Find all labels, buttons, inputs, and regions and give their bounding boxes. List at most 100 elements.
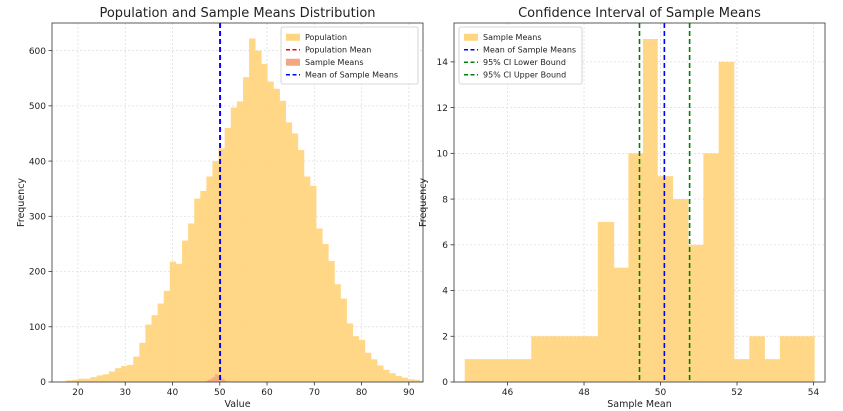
histogram-bar	[795, 336, 811, 382]
histogram-bar	[672, 199, 689, 382]
histogram-bar	[175, 263, 183, 382]
series-sample-means	[205, 374, 230, 382]
histogram-bar	[531, 336, 554, 382]
histogram-bar	[267, 81, 274, 382]
x-axis-label: Sample Mean	[607, 399, 672, 410]
x-tick-label: 50	[655, 388, 667, 398]
histogram-bar	[464, 359, 488, 382]
histogram-bar	[575, 336, 599, 382]
histogram-bar	[72, 379, 79, 382]
histogram-bar	[597, 221, 615, 382]
histogram-bar	[169, 261, 177, 382]
y-tick-label: 6	[442, 241, 448, 251]
legend-swatch-sample-means	[286, 58, 300, 66]
histogram-bar	[334, 284, 341, 382]
histogram-bar	[316, 228, 323, 382]
legend-label-sample-means: Sample Means	[305, 58, 364, 67]
y-tick-label: 300	[29, 213, 46, 223]
histogram-bar	[642, 39, 658, 382]
y-tick-label: 4	[442, 287, 448, 297]
histogram-bar	[219, 377, 223, 382]
histogram-bar	[426, 381, 432, 382]
legend: Sample Means Mean of Sample Means 95% CI L…	[458, 26, 583, 85]
histogram-bar	[371, 359, 378, 382]
histogram-bar	[133, 356, 140, 382]
y-tick-label: 400	[29, 157, 46, 167]
histogram-bar	[121, 365, 128, 382]
y-tick-label: 2	[442, 332, 448, 342]
x-tick-label: 54	[808, 388, 820, 398]
histogram-bar	[613, 267, 629, 382]
legend-label-mean-of-sample-means: Mean of Sample Means	[483, 46, 576, 55]
histogram-bar	[108, 371, 116, 382]
histogram-bar	[66, 380, 73, 382]
series-sample-means	[464, 39, 815, 382]
legend-swatch-sample-means	[464, 33, 478, 41]
x-tick-label: 50	[214, 388, 226, 398]
x-tick-label: 70	[309, 388, 321, 398]
histogram-bar	[364, 352, 372, 382]
histogram-bar	[224, 127, 232, 382]
y-axis-label: Frequency	[418, 178, 429, 227]
chart-title: Population and Sample Means Distribution	[99, 6, 375, 21]
histogram-bar	[217, 375, 221, 382]
plot-frame	[453, 22, 826, 383]
histogram-bar	[212, 377, 216, 382]
histogram-bar	[206, 176, 213, 382]
histogram-bar	[810, 336, 815, 382]
legend-swatch-population	[286, 33, 300, 41]
histogram-bar	[486, 359, 510, 382]
x-tick-label: 40	[167, 388, 179, 398]
histogram-bar	[310, 185, 317, 382]
x-tick-label: 80	[356, 388, 368, 398]
histogram-bar	[733, 359, 750, 382]
histogram-bar	[139, 342, 146, 382]
histogram-bar	[242, 77, 250, 382]
histogram-bar	[96, 375, 104, 382]
histogram-bar	[222, 379, 225, 382]
y-tick-label: 0	[40, 378, 46, 388]
legend-box	[280, 26, 419, 85]
histogram-bar	[236, 101, 244, 382]
histogram-bar	[90, 377, 97, 382]
histogram-bar	[764, 359, 781, 382]
histogram-bar	[114, 368, 122, 382]
histogram-bar	[718, 61, 735, 382]
histogram-bar	[628, 153, 644, 382]
histogram-bar	[779, 336, 796, 382]
histogram-bar	[553, 336, 576, 382]
histogram-bar	[151, 315, 158, 382]
x-tick-label: 52	[731, 388, 742, 398]
x-tick-label: 90	[403, 388, 415, 398]
histogram-bar	[273, 88, 280, 382]
histogram-bar	[688, 244, 704, 382]
histogram-bar	[145, 324, 152, 382]
histogram-bar	[346, 323, 354, 382]
histogram-bar	[291, 133, 299, 382]
histogram-bar	[249, 38, 256, 382]
histogram-bar	[285, 122, 293, 382]
histogram-bar	[102, 374, 110, 382]
y-tick-label: 14	[437, 58, 449, 68]
histogram-bar	[205, 380, 209, 382]
histogram-bar	[509, 359, 532, 382]
histogram-bar	[389, 373, 396, 382]
y-tick-label: 10	[437, 150, 449, 160]
histogram-bar	[215, 374, 218, 382]
histogram-bar	[328, 261, 335, 382]
histogram-bar	[407, 379, 414, 382]
y-axis-label: Frequency	[16, 178, 27, 227]
histogram-bar	[358, 340, 366, 382]
histogram-bar	[127, 364, 134, 382]
y-tick-label: 200	[29, 268, 46, 278]
y-tick-label: 100	[29, 323, 46, 333]
histogram-bar	[432, 381, 438, 382]
histogram-bar	[297, 150, 305, 382]
histogram-bar	[352, 336, 360, 382]
chart-panel-1: 20 30 40 50 60 70 80 90 0 100 200 300 400 500 600 Popul…	[16, 6, 438, 410]
histogram-bar	[163, 290, 171, 382]
histogram-bar	[279, 100, 286, 382]
histogram-bar	[210, 378, 213, 382]
histogram-bar	[255, 50, 262, 382]
